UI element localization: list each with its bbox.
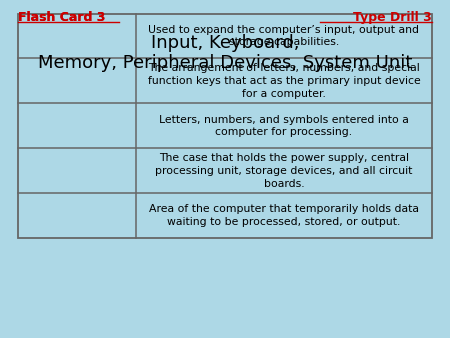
Text: The case that holds the power supply, central
processing unit, storage devices, : The case that holds the power supply, ce… (155, 153, 413, 189)
Text: Type Drill 3: Type Drill 3 (353, 11, 432, 24)
Text: Letters, numbers, and symbols entered into a
computer for processing.: Letters, numbers, and symbols entered in… (159, 115, 409, 137)
Text: Area of the computer that temporarily holds data
waiting to be processed, stored: Area of the computer that temporarily ho… (149, 204, 419, 227)
Text: The arrangement of letters, numbers, and special
function keys that act as the p: The arrangement of letters, numbers, and… (148, 63, 420, 99)
Text: Used to expand the computer’s input, output and
storage capabilities.: Used to expand the computer’s input, out… (148, 25, 419, 47)
Text: Flash Card 3: Flash Card 3 (18, 11, 105, 24)
Text: Input, Keyboard,: Input, Keyboard, (151, 34, 299, 52)
Text: Flash Card 3: Flash Card 3 (18, 11, 105, 24)
Bar (18, 14, 432, 238)
Text: Memory, Peripheral Devices, System Unit: Memory, Peripheral Devices, System Unit (38, 54, 412, 72)
